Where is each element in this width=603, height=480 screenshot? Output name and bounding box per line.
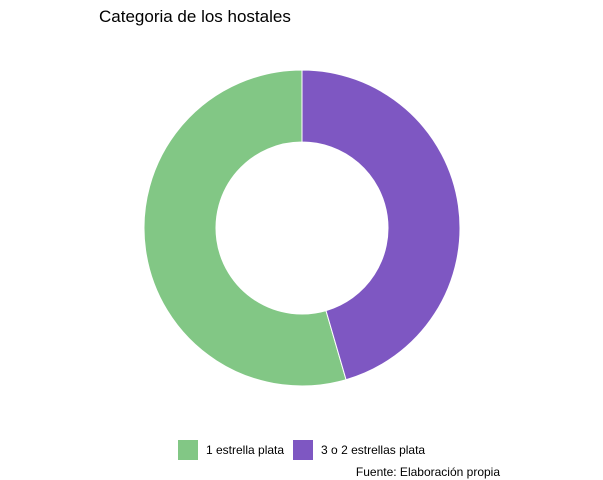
legend-key-1-estrella	[178, 440, 198, 460]
legend-label-3-o-2-estrellas: 3 o 2 estrellas plata	[321, 443, 426, 457]
legend-item-3-o-2-estrellas: 3 o 2 estrellas plata	[293, 440, 425, 460]
legend-key-3-o-2-estrellas	[293, 440, 314, 460]
chart-caption: Fuente: Elaboración propia	[355, 465, 500, 479]
legend: 1 estrella plata 3 o 2 estrellas plata	[178, 440, 434, 460]
chart-title: Categoria de los hostales	[99, 7, 291, 26]
donut-slice-1-estrella	[143, 69, 347, 387]
donut-slice-3-o-2-estrellas	[301, 69, 461, 381]
legend-label-1-estrella: 1 estrella plata	[206, 443, 285, 457]
legend-item-1-estrella: 1 estrella plata	[178, 440, 284, 460]
